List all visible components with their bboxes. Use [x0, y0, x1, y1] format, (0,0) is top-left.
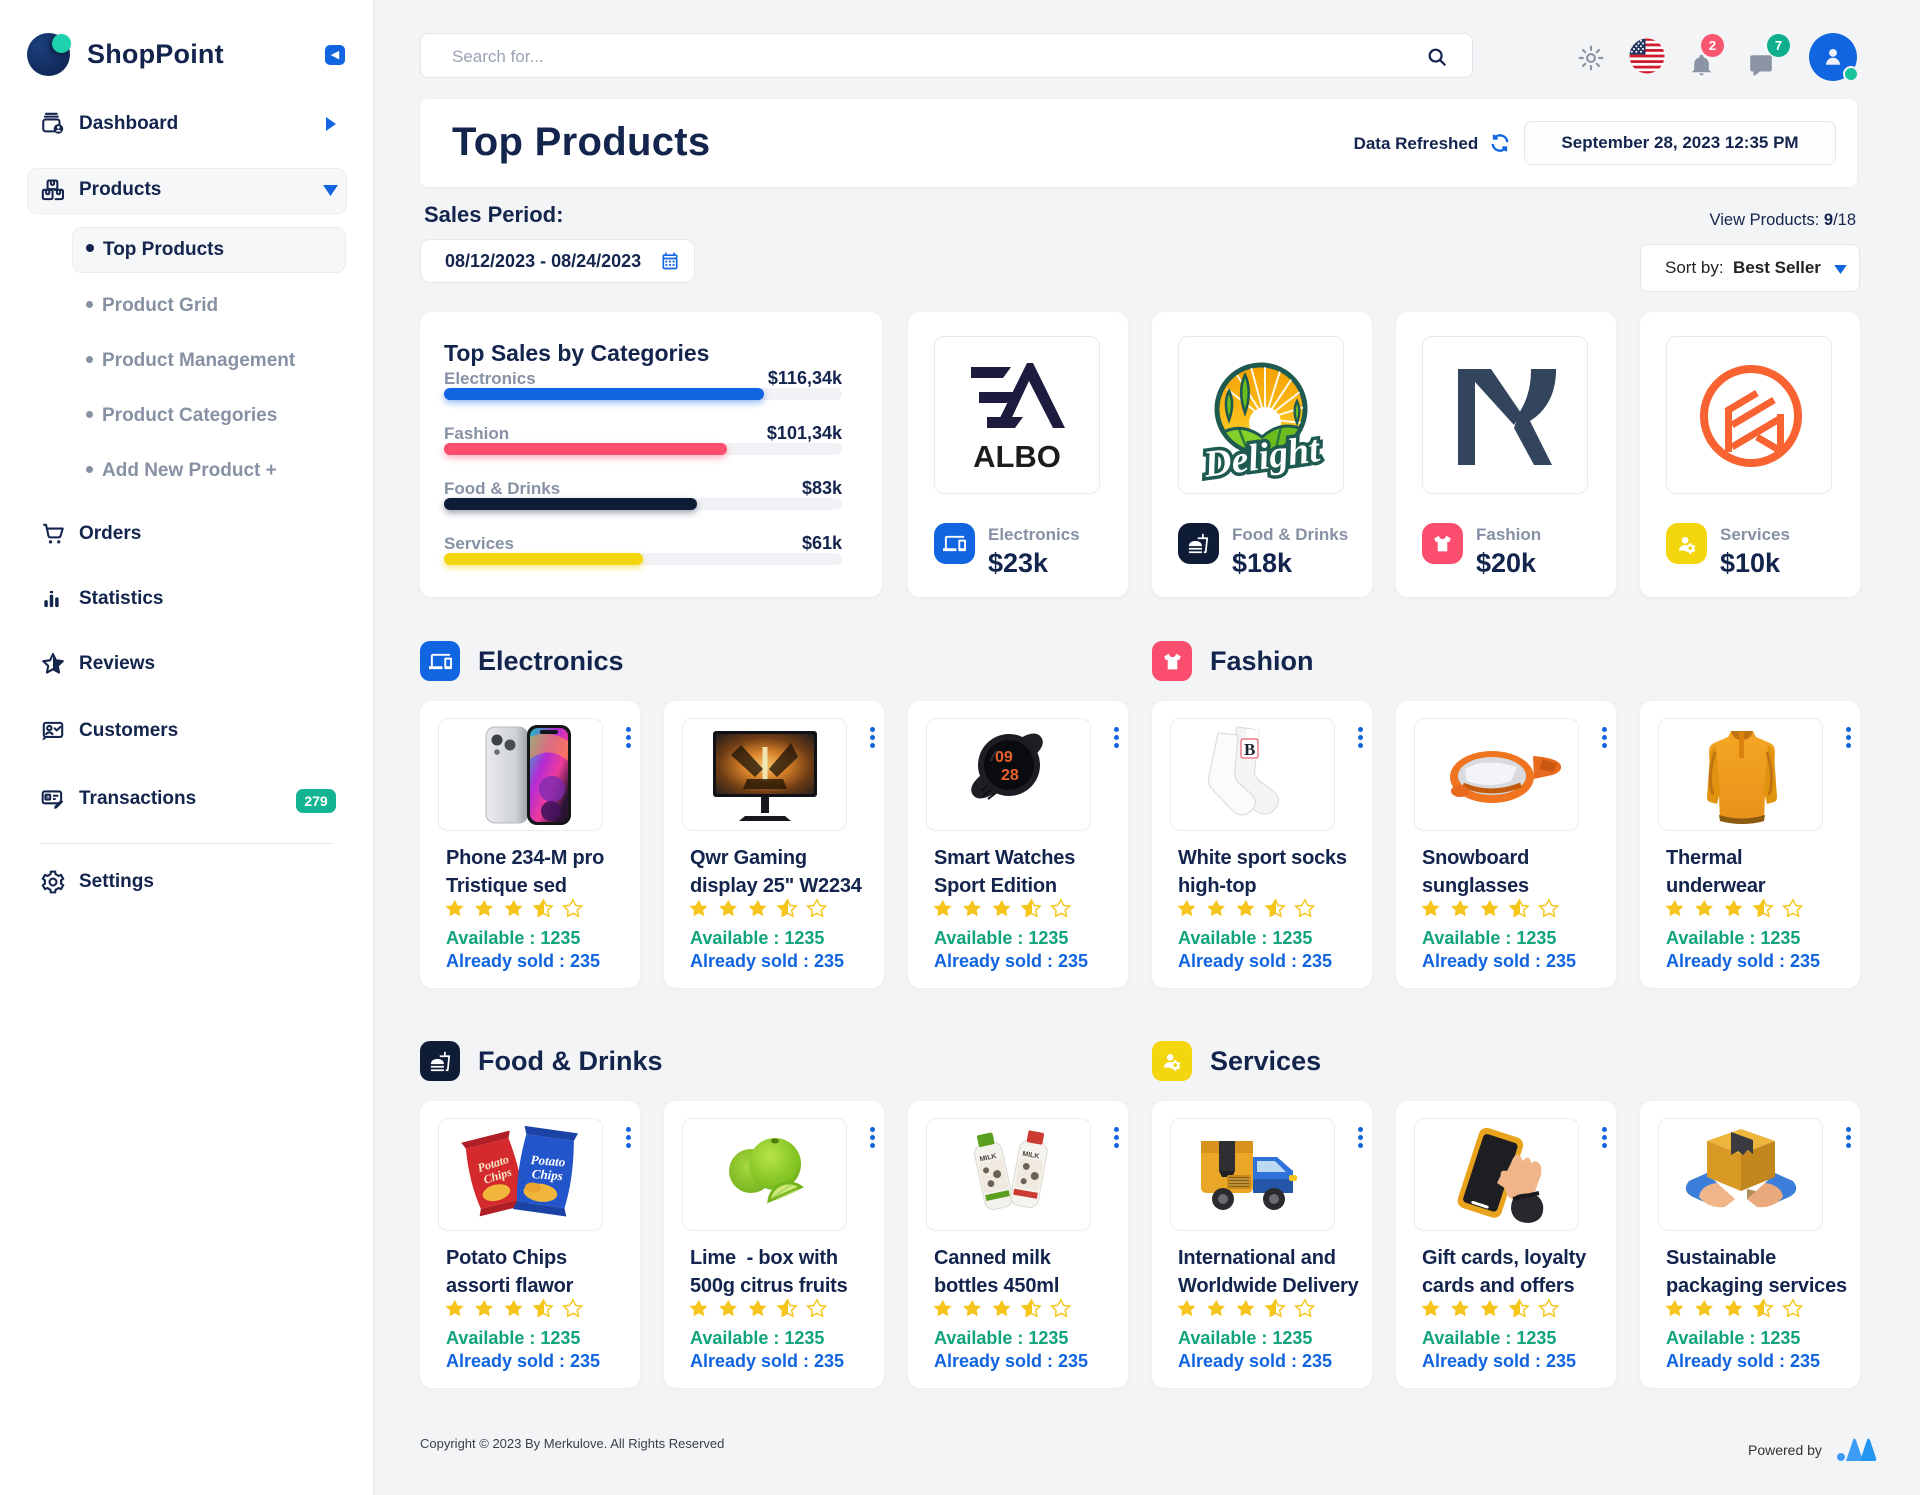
svg-text:28: 28 [1001, 767, 1019, 784]
svg-text:$: $ [46, 795, 49, 801]
svg-text:Delight: Delight [1200, 428, 1323, 486]
svg-text:09: 09 [995, 749, 1013, 766]
svg-text:B: B [1244, 740, 1255, 759]
svg-text:Potato: Potato [530, 1152, 566, 1169]
svg-text:MILK: MILK [1022, 1151, 1040, 1161]
svg-text:MILK: MILK [979, 1153, 997, 1163]
svg-text:Chips: Chips [531, 1166, 563, 1183]
svg-text:ALBO: ALBO [973, 439, 1061, 474]
